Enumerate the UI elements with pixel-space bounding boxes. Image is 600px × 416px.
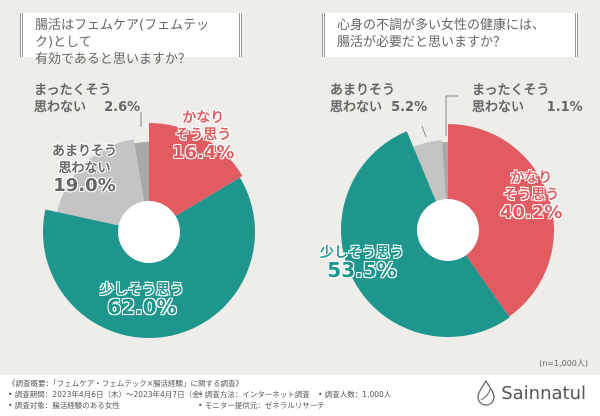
- survey-footer: 《調査概要：「フェムケア・フェムテック×腸活経験」に関する調査》 • 調査期間：…: [0, 375, 600, 416]
- survey-title: 《調査概要：「フェムケア・フェムテック×腸活経験」に関する調査》: [8, 379, 244, 388]
- brand-logo: Sainnatul: [477, 380, 586, 406]
- q1-line2: 有効であると思いますか？: [35, 52, 191, 67]
- q2-line1: 心身の不調が多い女性の健康には、: [337, 18, 546, 33]
- survey-count: • 調査人数：1,000人: [318, 390, 392, 399]
- pie-slice-1: [149, 123, 243, 232]
- label-kanari: かなり そう思う 16.4%: [172, 110, 235, 163]
- survey-period: • 調査期間：2023年4月6日（木）～2023年4月7日（金）: [8, 390, 208, 399]
- label-sukoshi: 少しそう思う 62.0%: [100, 282, 184, 319]
- donut-hole: [118, 201, 180, 263]
- brand-name: Sainnatul: [501, 382, 586, 404]
- pie-slice-1: [448, 124, 554, 317]
- sample-size: (n=1,000人): [539, 359, 588, 368]
- donut-hole: [417, 199, 479, 261]
- label-kanari: かなり そう思う 40.2%: [500, 170, 563, 223]
- drop-leaf-icon: [477, 380, 495, 406]
- label-sukoshi: 少しそう思う 53.5%: [320, 245, 404, 282]
- label-amari: あまりそう 思わない 19.0%: [52, 144, 118, 196]
- q1-line1: 腸活はフェムケア(フェムテック)として: [35, 18, 210, 50]
- label-mattaku: まったくそう 思わない 1.1%: [472, 83, 583, 115]
- q2-line2: 腸活が必要だと思いますか？: [337, 35, 507, 50]
- leader-line: [421, 125, 427, 138]
- survey-method: • 調査方法：インターネット調査: [198, 390, 310, 399]
- survey-provider: • モニター提供元：ゼネラルリサーチ: [198, 401, 325, 410]
- question-1-title: 腸活はフェムケア(フェムテック)として有効であると思いますか？: [20, 13, 242, 67]
- label-mattaku: まったくそう 思わない 2.6%: [34, 83, 141, 115]
- survey-target: • 調査対象：腸活経験のある女性: [8, 401, 120, 410]
- question-2-title: 心身の不調が多い女性の健康には、 腸活が必要だと思いますか？: [322, 13, 578, 57]
- label-amari: あまりそう 思わない 5.2%: [330, 83, 428, 115]
- pie-slice-3: [57, 139, 149, 232]
